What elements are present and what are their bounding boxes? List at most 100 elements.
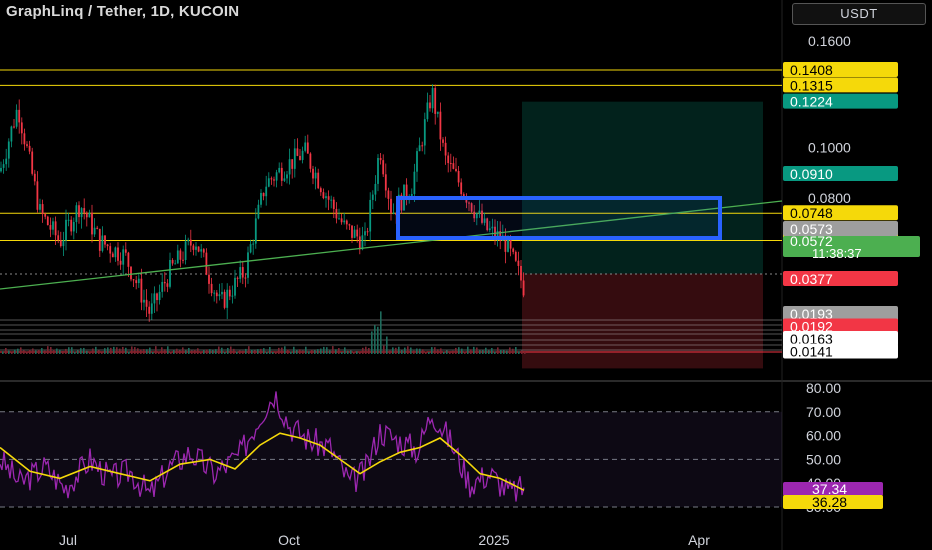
volume-bar — [326, 347, 328, 354]
candle-body — [335, 208, 338, 219]
candle-body — [364, 231, 366, 236]
candle-body — [137, 278, 140, 284]
volume-bar — [116, 347, 118, 354]
candle-body — [361, 235, 364, 250]
candle-body — [176, 250, 179, 264]
candle-body — [54, 221, 57, 236]
candle-body — [15, 109, 18, 127]
volume-bar — [416, 348, 418, 354]
volume-bar — [59, 349, 61, 354]
volume-bar — [89, 351, 91, 354]
volume-bar — [128, 351, 130, 354]
volume-bar — [149, 347, 151, 354]
volume-bar — [95, 346, 97, 354]
candle-body — [444, 142, 447, 156]
level-price-label: 0.0748 — [790, 205, 833, 221]
volume-bar — [431, 347, 433, 354]
volume-bar — [50, 347, 52, 354]
candle-body — [273, 179, 275, 181]
candle-body — [413, 171, 416, 194]
rsi-tick-label: 80.00 — [806, 380, 841, 396]
lower-price-label: 0.0192 — [790, 319, 833, 335]
candle-body — [2, 164, 5, 168]
volume-bar — [314, 350, 316, 354]
volume-bar — [245, 348, 247, 354]
volume-bar — [251, 349, 253, 354]
candle-body — [330, 199, 333, 201]
time-tick-label: Jul — [59, 532, 77, 548]
candle-body — [130, 266, 132, 280]
candle-body — [379, 157, 382, 161]
volume-bar — [446, 350, 448, 354]
level-price-label-bg — [783, 61, 898, 77]
lower-price-label: 0.0141 — [790, 344, 833, 360]
candle-body — [483, 218, 486, 223]
entry-price-label-bg — [783, 166, 898, 181]
candle-body — [351, 225, 353, 238]
candle-body — [468, 202, 470, 204]
volume-bar — [401, 350, 403, 354]
volume-bar — [272, 351, 274, 354]
candle-body — [28, 145, 31, 152]
entry-price-label: 0.0910 — [790, 166, 833, 182]
volume-bar — [413, 350, 415, 354]
volume-bar — [275, 351, 277, 354]
volume-bar — [140, 349, 142, 354]
volume-bar — [23, 350, 25, 354]
volume-bar — [287, 349, 289, 354]
volume-bar — [362, 347, 364, 354]
candle-body — [122, 249, 125, 265]
current-price-countdown: 11:38:37 — [812, 246, 862, 261]
candle-body — [421, 145, 424, 147]
volume-bar — [206, 349, 208, 354]
volume-bar — [359, 351, 361, 354]
candle-body — [135, 280, 138, 284]
candle-body — [65, 219, 67, 241]
candle-body — [202, 249, 205, 253]
volume-bar — [173, 350, 175, 354]
candle-body — [249, 244, 252, 253]
time-tick-label: Oct — [278, 532, 300, 548]
volume-bar — [410, 347, 412, 354]
volume-bar — [434, 347, 436, 354]
candle-body — [293, 148, 296, 169]
volume-bar — [47, 346, 49, 354]
candle-body — [72, 222, 75, 232]
candle-body — [166, 283, 169, 287]
candle-body — [98, 228, 101, 251]
candle-body — [7, 141, 10, 159]
volume-bar — [389, 350, 391, 354]
volume-bar — [233, 348, 235, 354]
volume-bar — [308, 351, 310, 354]
currency-button[interactable]: USDT — [792, 3, 926, 25]
candle-body — [340, 218, 343, 223]
volume-bar — [317, 349, 319, 354]
candle-body — [504, 235, 507, 252]
volume-bar — [167, 346, 169, 354]
candle-body — [215, 292, 218, 297]
candle-body — [356, 229, 359, 237]
candle-body — [161, 281, 164, 292]
volume-bar — [143, 349, 145, 354]
volume-bar — [125, 347, 127, 354]
candle-body — [486, 218, 489, 231]
candle-body — [257, 204, 260, 219]
candle-body — [439, 111, 442, 140]
rsi-line — [0, 391, 525, 502]
volume-bar — [380, 311, 382, 354]
candle-body — [26, 144, 28, 146]
candle-body — [23, 133, 26, 145]
candle-body — [52, 221, 54, 230]
volume-bar — [506, 350, 508, 354]
volume-bar — [449, 351, 451, 354]
candle-body — [418, 145, 421, 152]
volume-bar — [227, 347, 229, 354]
volume-bar — [200, 351, 202, 354]
rsi-value-label: 37.34 — [812, 481, 847, 497]
rsi-tick-label: 70.00 — [806, 404, 841, 420]
candle-body — [286, 174, 288, 179]
candle-body — [93, 227, 96, 235]
volume-bar — [230, 346, 232, 354]
candle-body — [101, 235, 104, 251]
